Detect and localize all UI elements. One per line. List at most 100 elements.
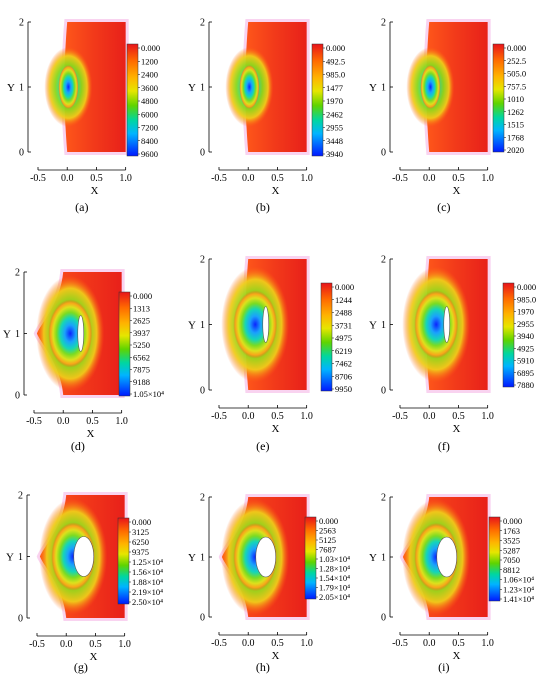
y-tick-label: 0 [200,386,205,397]
colorbar-label: 4975 [335,333,352,343]
x-tick-label: -0.5 [30,173,46,184]
y-tick-label: 2 [381,18,386,29]
colorbar-label: 1477 [326,83,343,93]
x-tick-label: 0.5 [271,638,284,649]
y-tick-label: 0 [15,391,20,402]
colorbar-label: 1768 [507,132,524,142]
x-tick-label: 0.5 [89,639,102,650]
y-tick-label: 1 [19,83,24,94]
panel-2: -0.5 0.0 0.5 1.0 0 1 2 X Y 0.000 492.5 985.0 1477 197… [188,18,345,215]
colorbar-label: 5287 [503,545,520,555]
y-tick-label: 2 [15,268,20,279]
colorbar [492,43,505,153]
y-tick-label: 2 [381,255,386,266]
x-tick-label: 1.0 [300,173,313,184]
y-tick-label: 2 [200,18,205,29]
colorbar-label: 3525 [503,536,520,546]
colorbar-label: 5250 [133,340,150,350]
colorbar-label: 1.79×10⁴ [319,583,350,593]
colorbar [320,282,333,392]
colorbar-label: 1970 [326,96,343,106]
panel-8: -0.5 0.0 0.5 1.0 0 1 2 X Y 0.0002563512576871.03×… [188,493,350,675]
colorbar-label: 0.000 [133,291,152,301]
panel-1: -0.5 0.0 0.5 1.0 0 1 2 X Y 0.000 1200 2400 3600 4800 6… [7,18,160,215]
hole [77,315,85,352]
colorbar-label: 7050 [503,555,520,565]
x-tick-label: 0.0 [423,638,436,649]
colorbar-label: 985.0 [517,294,536,304]
x-tick-label: 1.0 [300,411,313,422]
stress-core [58,65,79,109]
x-axis-label: X [452,423,460,435]
panel-label: (f) [438,439,450,453]
y-tick-label: 1 [381,83,386,94]
colorbar-label: 6250 [132,537,149,547]
colorbar-label: 1970 [517,307,534,317]
colorbar-label: 6895 [517,368,534,378]
panel-label: (h) [256,660,270,674]
colorbar-label: 0.000 [326,43,345,53]
x-tick-label: 1.0 [481,173,494,184]
colorbar-label: 1515 [507,120,524,130]
x-tick-label: -0.5 [29,639,45,650]
colorbar-label: 1.56×10⁴ [132,567,163,577]
colorbar-label: 0.000 [132,517,151,527]
y-tick-label: 1 [15,329,20,340]
colorbar-label: 9600 [141,149,158,159]
colorbar [118,291,131,397]
y-axis-label: Y [3,329,11,341]
y-axis-label: Y [188,320,196,332]
colorbar-label: 3731 [335,320,352,330]
y-axis-label: Y [7,82,15,94]
x-tick-label: -0.5 [392,411,408,422]
panel-label: (b) [256,200,270,214]
hole [73,536,95,577]
x-axis-label: X [452,185,460,197]
y-tick-label: 1 [381,553,386,564]
colorbar-label: 2.05×10⁴ [319,592,350,602]
stress-core [420,65,441,109]
y-axis-label: Y [369,320,377,332]
colorbar-label: 0.000 [517,282,536,292]
y-tick-label: 1 [200,83,205,94]
y-tick-label: 2 [381,493,386,504]
x-tick-label: 0.0 [423,173,436,184]
y-tick-label: 2 [19,18,24,29]
x-tick-label: 0.5 [452,638,465,649]
colorbar-label: 1.28×10⁴ [319,564,350,574]
colorbar-label: 9375 [132,547,149,557]
y-tick-label: 0 [200,613,205,624]
panel-4: -0.5 0.0 0.5 1.0 0 1 2 X Y 0.000 1313 2625 3937 5250 6… [3,268,164,454]
x-tick-label: 1.0 [119,173,132,184]
colorbar-label: 2563 [319,526,336,536]
colorbar-label: 4800 [141,96,158,106]
colorbar [488,516,501,602]
colorbar-label: 3600 [141,83,158,93]
colorbar-label: 8812 [503,565,520,575]
colorbar-label: 2625 [133,316,150,326]
colorbar-label: 9188 [133,377,150,387]
x-axis-label: X [89,651,97,663]
colorbar-label: 3125 [132,527,149,537]
colorbar-label: 757.5 [507,81,526,91]
x-tick-label: 1.0 [481,638,494,649]
colorbar-label: 0.000 [141,43,160,53]
stress-core [48,299,93,368]
x-tick-label: 0.5 [90,173,103,184]
hole [255,536,277,578]
x-tick-label: 0.0 [242,638,255,649]
colorbar-label: 2955 [517,319,534,329]
colorbar-label: 4925 [517,343,534,353]
hole [436,536,458,578]
colorbar-label: 0.000 [319,516,338,526]
colorbar-label: 1244 [335,295,353,305]
x-tick-label: 0.5 [452,173,465,184]
colorbar-label: 6000 [141,109,158,119]
colorbar-label: 1.23×10⁴ [503,584,534,594]
colorbar-label: 6562 [133,352,150,362]
colorbar-label: 1313 [133,303,150,313]
colorbar-label: 9950 [335,384,352,394]
colorbar-label: 2462 [326,109,343,119]
y-tick-label: 0 [19,148,24,159]
